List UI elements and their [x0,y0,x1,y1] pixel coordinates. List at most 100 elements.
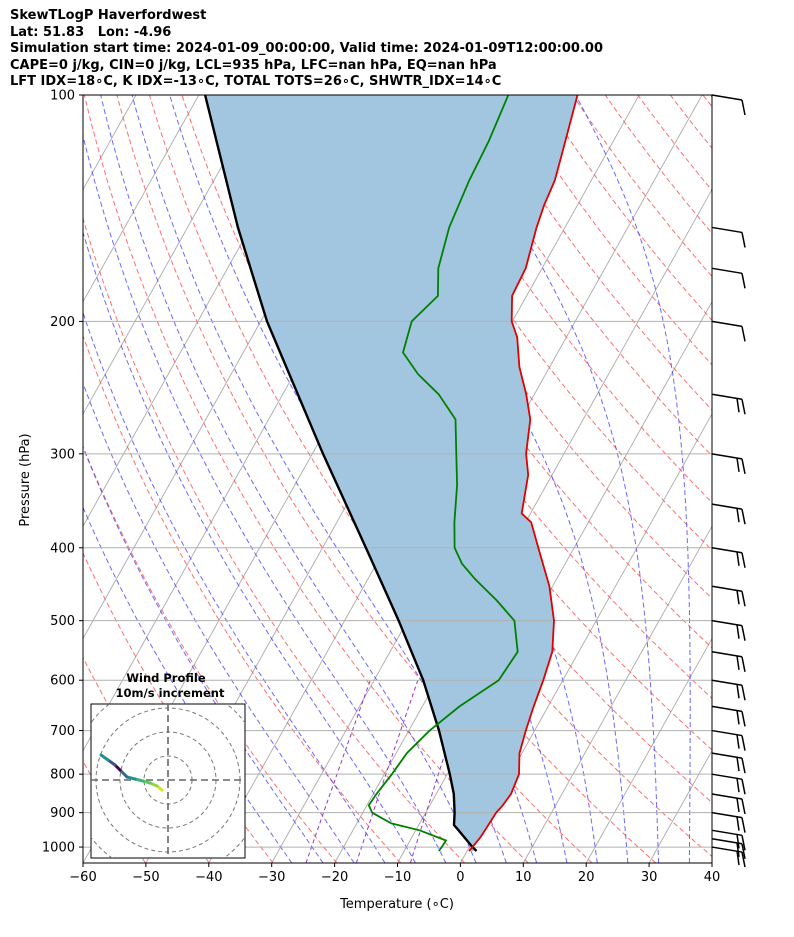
isotherm-line [585,637,712,863]
x-tick-label: −40 [195,870,222,885]
wind-barb [711,619,746,641]
isotherm-line [460,413,712,863]
dry-adiabat-line [441,95,712,457]
x-tick-label: −60 [69,870,96,885]
y-tick-label: 300 [50,447,75,462]
moist-adiabat-line [83,311,386,863]
time-line: Simulation start time: 2024-01-09_00:00:… [10,41,603,56]
mixing-ratio-line [305,680,371,863]
isotherm-line [775,95,794,863]
wind-barb [711,503,746,525]
dewpoint-line [367,95,519,852]
y-tick-label: 700 [50,724,75,739]
wind-barb [711,547,746,568]
hodograph-segment [118,768,129,779]
wind-barb [711,393,746,415]
wind-barb [711,267,746,289]
y-tick-label: 900 [50,806,75,821]
x-tick-label: 10 [515,870,532,885]
x-axis-label: Temperature (∘C) [339,897,454,912]
moist-adiabat-line [83,230,416,863]
y-axis-label: Pressure (hPa) [18,433,33,526]
wind-barbs [711,94,746,868]
moist-adiabat-line [83,381,355,863]
dry-adiabat-line [702,95,712,108]
y-tick-label: 200 [50,315,75,330]
mixing-ratio-line [355,680,419,863]
x-tick-label: 30 [641,870,658,885]
dry-adiabat-line [83,216,465,863]
hodograph-title: Wind Profile [126,671,206,685]
wind-barb [711,838,746,859]
dry-adiabat-line [83,445,338,863]
chart-title: SkewTLogP Haverfordwest [10,8,207,23]
dry-adiabat-line [409,95,712,504]
isotherm-line [334,188,712,863]
cape-fill-layer [205,95,578,851]
x-axis-ticks: −60 −50 −40 −30 −20 −10 0 10 20 30 40 [69,863,720,885]
dry-adiabat-line [376,95,712,551]
wind-barb [711,705,746,727]
wind-barb [711,453,746,474]
y-tick-label: 800 [50,768,75,783]
dry-adiabat-line [344,95,712,600]
parcel-profile-line [203,95,478,852]
y-tick-label: 100 [50,89,75,104]
moist-adiabat-line [100,95,477,863]
wind-barb [711,94,746,116]
dry-adiabat-line [572,95,712,278]
moist-adiabat-line [83,506,293,863]
x-tick-label: 40 [704,870,721,885]
isotherm-line [522,525,712,863]
index-line: LFT IDX=18∘C, K IDX=-13∘C, TOTAL TOTS=26… [10,74,502,89]
wind-barb [711,679,746,701]
wind-barb [711,793,746,815]
x-tick-label: −30 [258,870,285,885]
y-tick-label: 600 [50,674,75,689]
wind-barb [711,585,746,607]
wind-barb [711,811,746,833]
profile-lines [203,95,579,852]
x-tick-label: −50 [132,870,159,885]
isotherm-line [711,862,712,863]
cape-fill-area [205,95,578,851]
wind-barb [711,829,746,851]
wind-barb [711,846,746,868]
hodograph-segment [99,753,110,762]
x-tick-label: −10 [384,870,411,885]
moist-adiabat-line [710,95,712,101]
wind-barb [711,729,746,751]
x-tick-label: 0 [456,870,464,885]
chart-header: SkewTLogP Haverfordwest Lat: 51.83 Lon: … [10,8,603,91]
moist-adiabat-line [83,446,324,863]
x-tick-label: −20 [321,870,348,885]
wind-barb [711,226,746,248]
dry-adiabat-line [604,95,712,234]
isotherm-line [83,95,200,303]
hodograph-inset: Wind Profile 10m/s increment [90,671,246,859]
cape-line: CAPE=0 j/kg, CIN=0 j/kg, LCL=935 hPa, LF… [10,57,497,73]
isotherm-line [0,95,73,863]
isotherm-line [0,95,10,863]
isotherm-line [648,749,712,863]
dry-adiabat-line [637,95,712,192]
location-line: Lat: 51.83 Lon: -4.96 [10,24,172,40]
dry-adiabat-line [83,334,402,863]
y-tick-label: 1000 [42,841,75,856]
isotherm-line [83,95,263,415]
hodograph-subtitle: 10m/s increment [116,686,225,700]
wind-barb [711,320,746,342]
x-tick-label: 20 [578,870,595,885]
dry-adiabat-line [539,95,712,322]
temperature-line [468,95,579,852]
dry-adiabat-line [474,95,712,411]
wind-barb [711,752,746,774]
moist-adiabat-line [83,133,447,863]
moist-adiabat-line [445,95,659,863]
wind-barb [711,651,746,672]
y-tick-label: 500 [50,614,75,629]
dry-adiabat-line [669,95,712,149]
y-tick-label: 400 [50,541,75,556]
dry-adiabat-line [214,95,712,804]
